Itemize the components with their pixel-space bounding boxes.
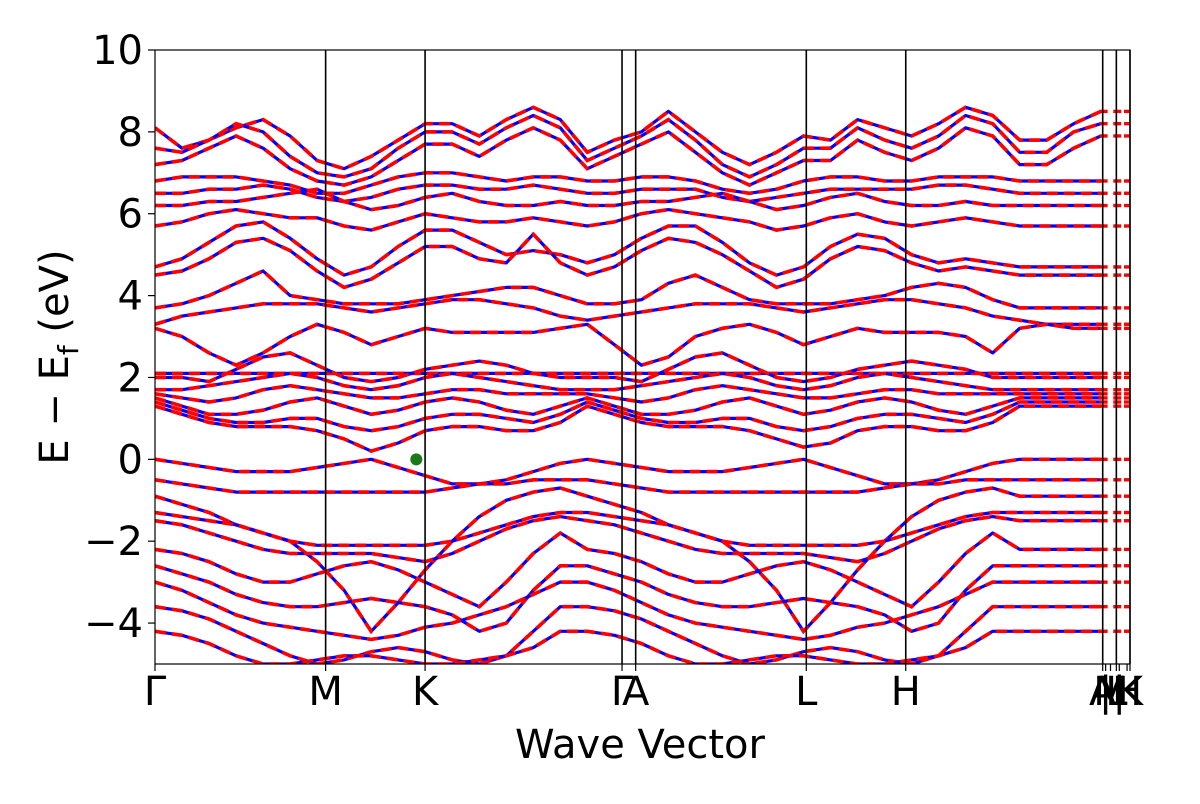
band-line-dashed [155,183,1101,204]
y-tick-label: 2 [118,355,143,401]
band-line-dashed [155,486,1101,635]
x-tick-label: | [1113,669,1126,715]
band-line-dashed [155,580,1101,642]
band-line-dashed [155,400,1101,433]
band-line-dashed [155,530,1101,609]
x-tick-label: Γ [611,669,634,715]
x-tick-label: H [1112,669,1142,715]
band-line-dashed [155,113,1102,179]
band-line-dashed [155,383,1101,404]
y-tick-label: 8 [118,110,143,156]
band-line-dashed [155,207,1101,232]
band-line-dashed [155,220,1101,278]
band-line-dashed [155,371,1101,392]
band-line-dashed [155,231,1101,290]
band-line-dashed [155,478,1101,494]
y-tick-label: 6 [118,192,143,238]
x-tick-label: A [1089,669,1117,715]
high-symmetry-lines [324,50,1131,664]
band-line-dashed [155,351,1101,384]
x-tick-label: | [1099,669,1112,715]
band-line-dashed [155,187,1101,212]
y-tick-label: 4 [118,274,143,320]
x-axis: Γ M K ΓA L H A|LM|HK [144,664,1145,715]
band-line-dashed [155,564,1101,634]
band-line-dashed [155,171,1101,196]
x-tick-label: Γ [144,669,167,715]
band-line-dashed [155,268,1101,310]
band-line-dashed [155,404,1101,454]
band-line-dashed [155,629,1101,664]
y-axis-label-unit: (eV) [32,249,78,345]
band-line-dashed [155,297,1101,327]
band-line-dashed [155,322,1101,368]
band-line-dashed [155,396,1101,417]
plot-frame [154,49,1131,665]
x-axis-label: Wave Vector [515,722,766,768]
y-axis-label-main: E − E [32,355,78,465]
y-axis-label: E − Ef (eV) [32,249,85,464]
x-tick-label: M [308,669,343,715]
band-line-dashed [155,457,1101,486]
x-tick-label: M [1093,669,1128,715]
x-tick-label: H [891,669,921,715]
bands-layer [155,105,1130,664]
band-line-dashed [155,125,1102,188]
x-tick-label: A [622,669,650,715]
band-line-dashed [155,514,1101,564]
band-line-dashed [155,604,1101,664]
x-tick-label: L [1105,669,1128,715]
band-line-dashed [155,105,1102,171]
y-tick-label: −4 [84,601,143,647]
x-tick-label: K [412,669,440,715]
y-axis-label-subscript: f [52,344,85,355]
y-axis: −4 −2 0 2 4 6 8 10 [84,28,155,647]
y-tick-label: 0 [118,437,143,483]
y-tick-label: 10 [92,28,143,74]
y-tick-label: −2 [84,519,143,565]
marker-point [410,453,423,466]
x-tick-label: K [1117,669,1145,715]
x-tick-label: L [795,669,818,715]
band-line-dashed [155,510,1101,548]
